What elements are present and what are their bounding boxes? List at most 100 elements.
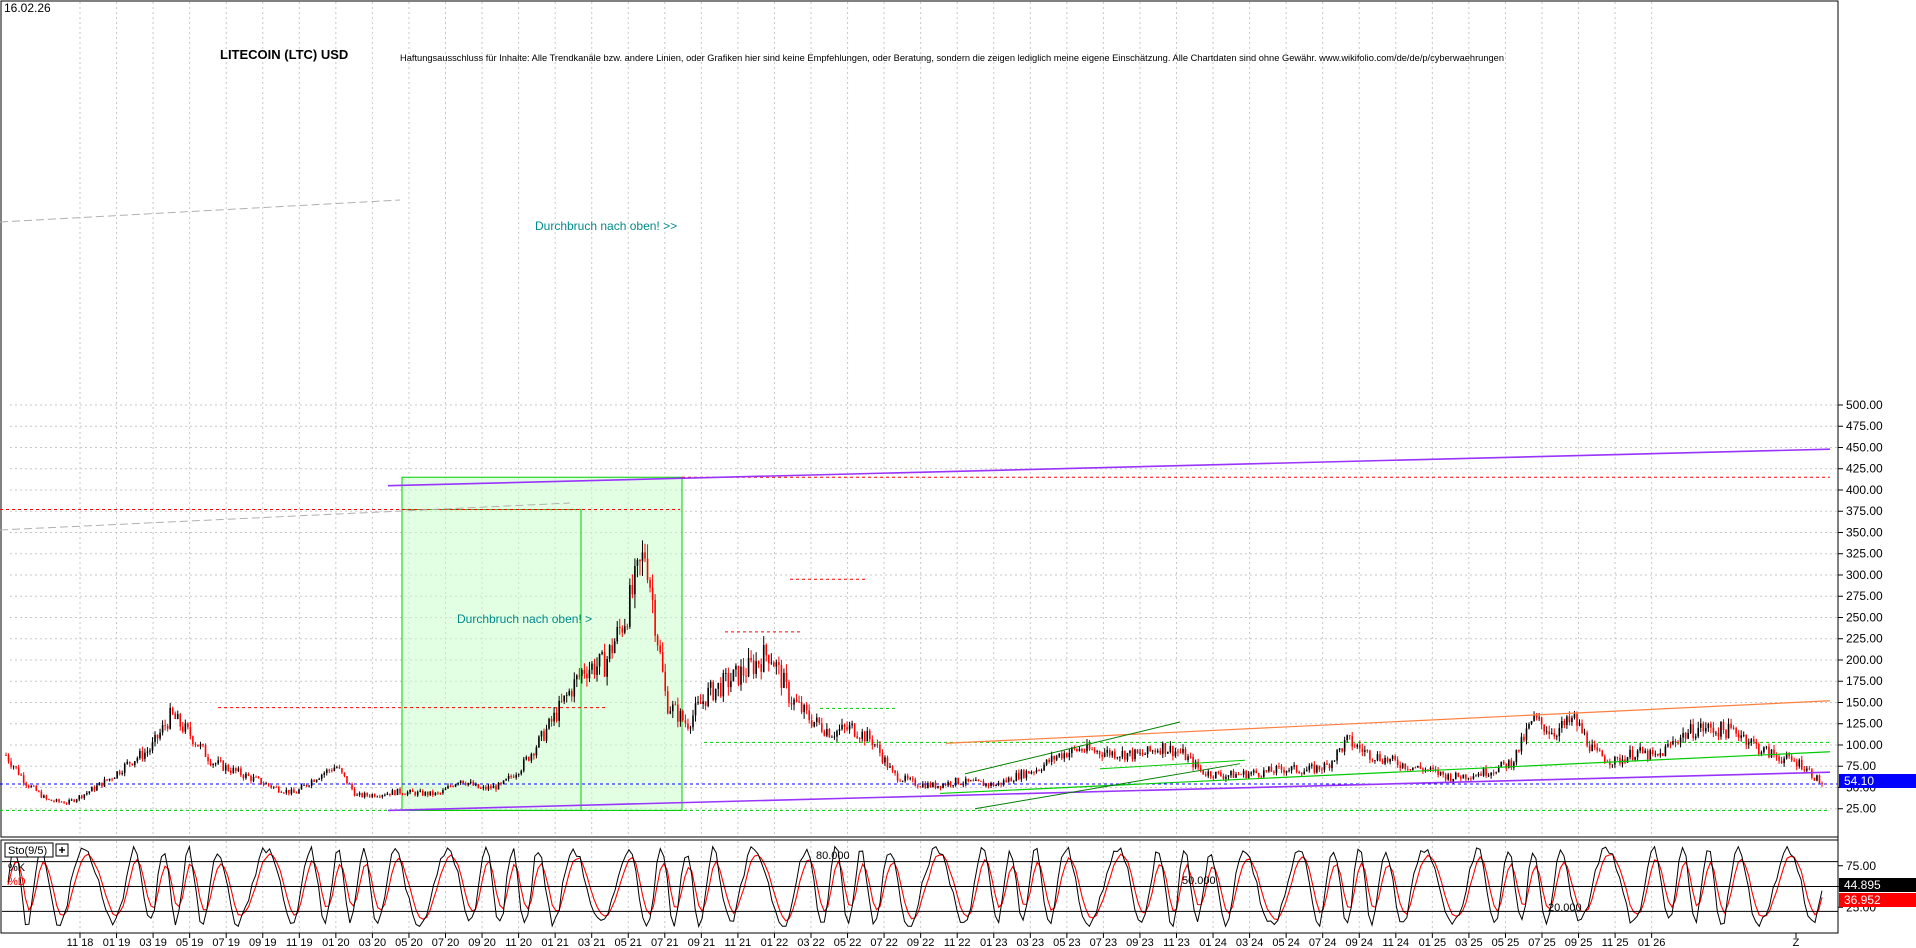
candle-body — [1505, 763, 1508, 768]
candle-body — [219, 760, 222, 762]
candle-body — [174, 713, 177, 720]
candle-body — [694, 703, 697, 716]
candle-body — [1737, 733, 1740, 738]
candle-body — [293, 789, 295, 793]
candle-body — [485, 786, 487, 790]
k-value-label: 44.895 — [1844, 878, 1881, 892]
candle-body — [896, 773, 899, 781]
candle-body — [96, 785, 98, 791]
date-label: 16.02.26 — [4, 1, 51, 15]
candle-body — [550, 718, 553, 722]
candle-body — [1555, 736, 1558, 737]
candle-body — [437, 792, 439, 794]
candle-body — [636, 559, 639, 567]
candle-body — [1462, 774, 1465, 779]
candle-body — [500, 782, 502, 784]
candle-body — [1662, 753, 1664, 757]
candle-body — [760, 664, 762, 672]
candle-body — [290, 789, 293, 794]
candle-body — [1609, 762, 1611, 765]
candle-body — [1212, 776, 1215, 778]
candle-body — [487, 786, 490, 790]
candle-body — [808, 710, 810, 721]
candle-body — [1240, 774, 1242, 776]
candle-body — [810, 720, 813, 727]
candle-body — [1230, 771, 1232, 776]
stoch-level-mid-label: 50.000 — [1182, 875, 1216, 887]
time-tick-label: 03 25 — [1455, 937, 1483, 948]
candle-body — [449, 785, 452, 787]
price-tick-label: 250.00 — [1846, 610, 1883, 624]
candle-body — [762, 644, 765, 672]
candle-body — [368, 795, 371, 797]
candle-body — [924, 783, 927, 789]
candle-body — [1303, 771, 1306, 775]
candle-body — [497, 782, 500, 790]
time-tick-label: 01 22 — [761, 937, 789, 948]
candle-body — [1298, 772, 1300, 774]
candle-body — [790, 703, 793, 705]
candle-body — [1187, 756, 1189, 761]
candle-body — [1144, 754, 1146, 755]
ind-tick-label: 75.00 — [1846, 859, 1876, 873]
candle-body — [775, 662, 778, 667]
candle-body — [1139, 752, 1141, 754]
candle-body — [1687, 732, 1689, 739]
candle-body — [1490, 772, 1492, 776]
candle-body — [520, 770, 523, 775]
candle-body — [1328, 764, 1331, 769]
price-tick-label: 200.00 — [1846, 653, 1883, 667]
candle-body — [967, 778, 970, 782]
candle-body — [1816, 775, 1818, 781]
candle-body — [1576, 713, 1578, 726]
candle-body — [391, 790, 394, 795]
time-tick-label: 07 22 — [870, 937, 898, 948]
candle-body — [348, 783, 351, 785]
candle-body — [1508, 760, 1510, 768]
candle-body — [1472, 776, 1475, 779]
candle-body — [528, 756, 530, 761]
candle-body — [1795, 761, 1798, 767]
candle-body — [416, 791, 419, 796]
candle-body — [939, 785, 942, 788]
candle-body — [1535, 715, 1538, 718]
candle-body — [469, 781, 472, 783]
candle-body — [1399, 765, 1402, 768]
time-tick-label: 11 20 — [505, 937, 532, 948]
indicator-name[interactable]: Sto(9/5) — [8, 845, 47, 857]
candle-body — [1747, 742, 1750, 745]
candle-body — [1543, 724, 1545, 732]
candle-body — [1553, 732, 1556, 737]
candle-body — [1326, 763, 1328, 765]
time-tick-label: 07 25 — [1528, 937, 1556, 948]
candle-body — [1427, 769, 1429, 771]
indicator-expand-button[interactable] — [55, 843, 69, 857]
candle-body — [1184, 748, 1187, 761]
candle-body — [1563, 720, 1566, 725]
candle-body — [767, 655, 770, 664]
candle-body — [1558, 727, 1561, 737]
candle-body — [134, 761, 136, 766]
candle-body — [1727, 723, 1730, 739]
candle-body — [217, 760, 219, 764]
candle-body — [187, 723, 189, 728]
candle-body — [1444, 774, 1447, 780]
candle-body — [197, 744, 199, 747]
candle-body — [502, 780, 505, 784]
candle-body — [608, 645, 611, 660]
candle-body — [10, 761, 12, 767]
d-value-marker — [1839, 893, 1916, 907]
candle-body — [1657, 753, 1659, 756]
candle-body — [146, 751, 149, 753]
candle-body — [1098, 751, 1101, 755]
candle-body — [1707, 723, 1710, 729]
time-tick-label: 01 19 — [103, 937, 131, 948]
indicator-name-box[interactable] — [4, 842, 54, 858]
candle-body — [1116, 757, 1119, 759]
candle-body — [224, 765, 227, 771]
green-short-line — [1099, 759, 1246, 770]
candle-body — [964, 778, 967, 784]
candle-body — [717, 682, 720, 689]
candle-body — [545, 728, 548, 741]
